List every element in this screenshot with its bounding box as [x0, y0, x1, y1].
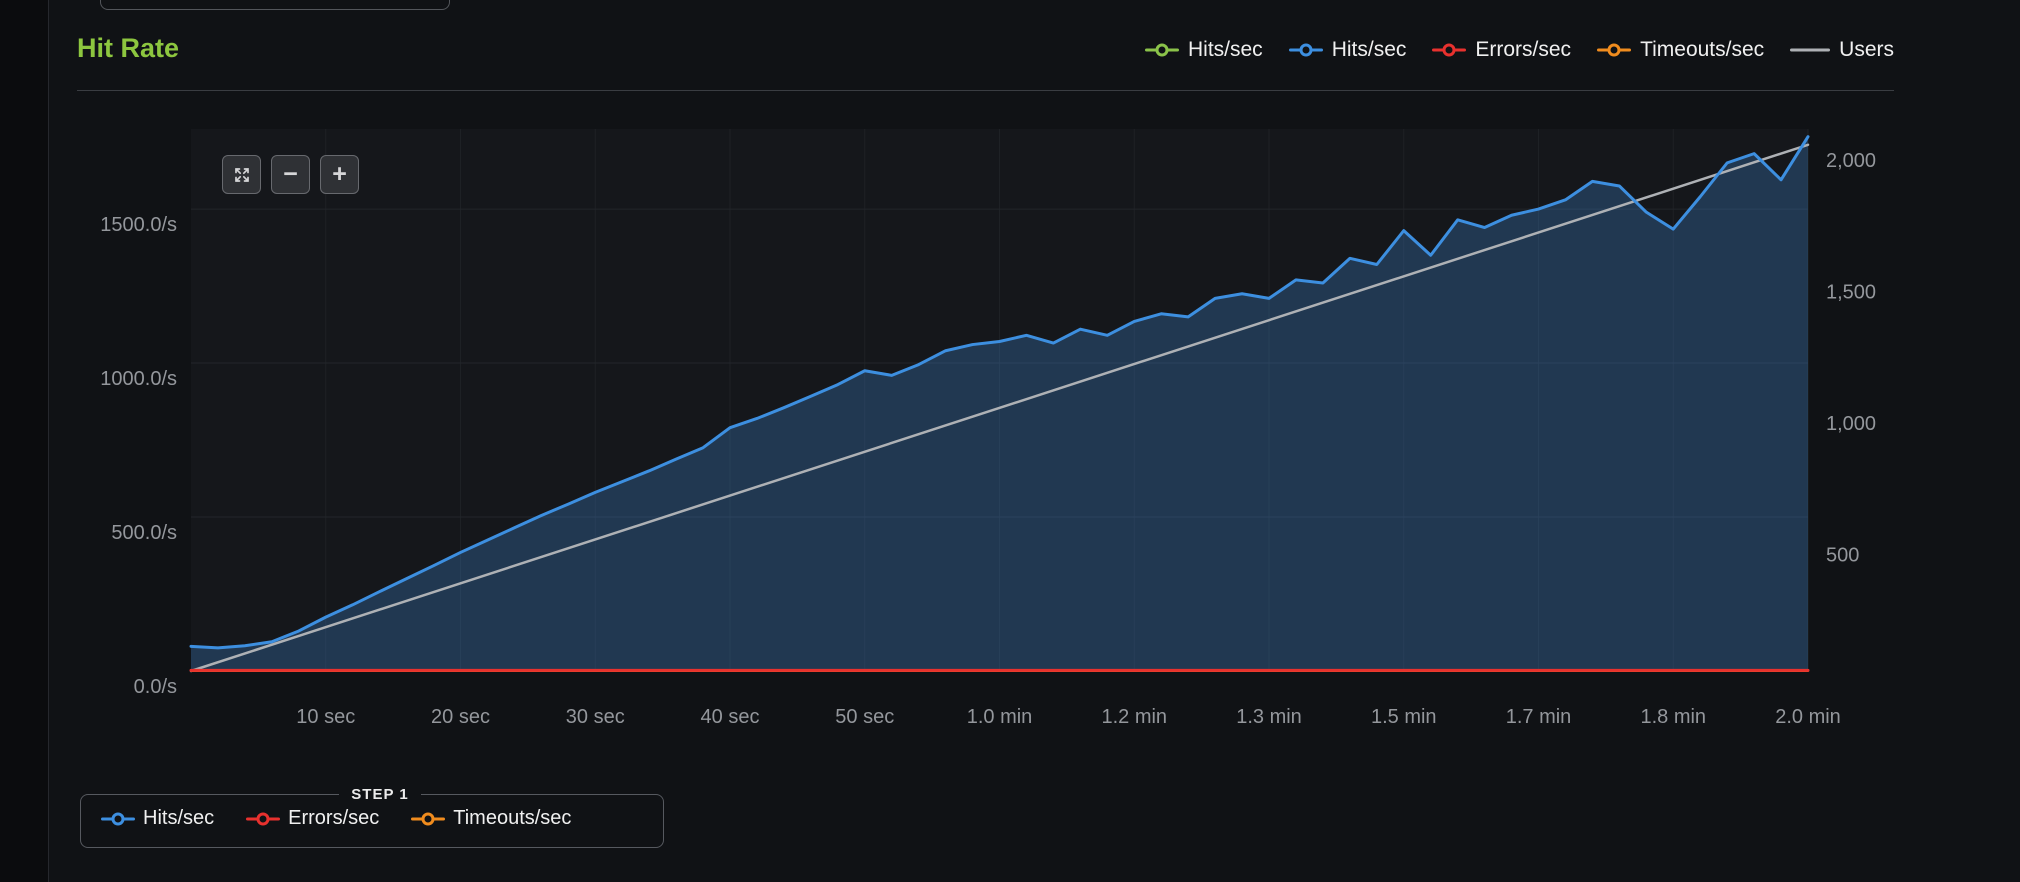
legend-item-hits-sec[interactable]: Hits/sec	[1288, 38, 1407, 62]
header-divider	[77, 90, 1894, 91]
right-axis-label: 2,000	[1826, 150, 1876, 172]
right-axis-label: 500	[1826, 544, 1859, 566]
left-axis-label: 0.0/s	[134, 676, 177, 698]
x-axis-label: 20 sec	[431, 706, 490, 728]
legend-item-hits-sec[interactable]: Hits/sec	[1145, 38, 1263, 62]
x-axis-label: 1.5 min	[1371, 706, 1437, 728]
legend-label: Hits/sec	[143, 807, 215, 829]
x-axis-label: 50 sec	[835, 706, 894, 728]
step-legend: Hits/sec Errors/sec Timeouts/sec	[101, 807, 663, 830]
series-marker	[1145, 42, 1179, 58]
legend-label: Errors/sec	[1475, 38, 1572, 61]
x-axis-label: 30 sec	[566, 706, 625, 728]
zoom-out-button[interactable]: −	[271, 155, 310, 194]
x-axis-label: 1.7 min	[1506, 706, 1572, 728]
legend-label: Hits/sec	[1188, 38, 1263, 61]
legend-label: Users	[1839, 38, 1894, 61]
series-marker	[246, 811, 281, 827]
left-axis-label: 1000.0/s	[100, 368, 177, 390]
left-gutter	[0, 0, 48, 882]
line-marker	[1790, 42, 1831, 58]
series-marker	[1288, 42, 1323, 58]
series-marker	[101, 811, 135, 827]
legend-item-errors-sec[interactable]: Errors/sec	[246, 807, 379, 830]
pan-button[interactable]	[222, 155, 261, 194]
series-area-hits-sec	[191, 136, 1808, 672]
x-axis-label: 1.2 min	[1101, 706, 1167, 728]
x-axis-label: 1.3 min	[1236, 706, 1302, 728]
series-line-users	[189, 143, 1810, 673]
legend-item-timeouts-sec[interactable]: Timeouts/sec	[1597, 38, 1764, 62]
series-marker	[411, 811, 446, 827]
legend-item-hits-sec[interactable]: Hits/sec	[101, 807, 214, 830]
x-axis-label: 10 sec	[296, 706, 355, 728]
series-line-hits-sec	[189, 135, 1810, 650]
legend-label: Errors/sec	[288, 807, 380, 829]
legend-label: Timeouts/sec	[453, 807, 572, 829]
x-axis-label: 1.8 min	[1640, 706, 1706, 728]
legend-item-users[interactable]: Users	[1790, 38, 1894, 62]
x-axis-label: 1.0 min	[967, 706, 1033, 728]
right-axis-label: 1,500	[1826, 281, 1876, 303]
expand-arrows-icon	[234, 167, 249, 182]
x-axis-label: 40 sec	[701, 706, 760, 728]
zoom-in-button[interactable]: +	[320, 155, 359, 194]
legend-item-timeouts-sec[interactable]: Timeouts/sec	[411, 807, 571, 830]
left-axis-label: 500.0/s	[111, 522, 177, 544]
series-marker	[1432, 42, 1467, 58]
x-axis-label: 2.0 min	[1775, 706, 1841, 728]
page-title: Hit Rate	[77, 33, 180, 63]
legend-label: Timeouts/sec	[1640, 38, 1765, 61]
series-marker	[1597, 42, 1632, 58]
zoom-controls: − +	[222, 155, 359, 194]
legend-item-errors-sec[interactable]: Errors/sec	[1432, 38, 1571, 62]
step-label: STEP 1	[351, 786, 409, 803]
chart-legend: Hits/sec Hits/sec Errors/sec Timeouts/sec Us…	[1145, 38, 1894, 62]
right-axis-label: 1,000	[1826, 413, 1876, 435]
legend-label: Hits/sec	[1331, 38, 1407, 61]
left-axis-label: 1500.0/s	[100, 214, 177, 236]
step-legend-box: STEP 1 Hits/sec Errors/sec Timeouts/sec	[80, 786, 664, 848]
